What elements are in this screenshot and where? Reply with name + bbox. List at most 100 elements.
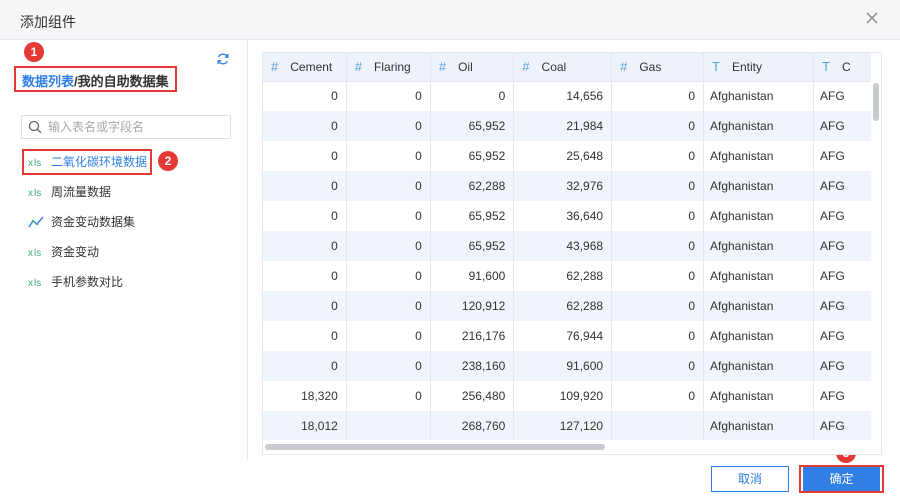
table-cell: 91,600 <box>513 351 613 381</box>
table-cell: 0 <box>263 261 347 291</box>
annotation-badge-2: 2 <box>158 151 178 171</box>
dataset-item[interactable]: x ls 资金变动 <box>24 237 244 267</box>
search-input[interactable] <box>48 118 226 136</box>
table-cell: Afghanistan <box>703 201 815 231</box>
table-row: 0 0 65,952 21,984 0 Afghanistan AFG <box>263 111 873 141</box>
table-cell: 65,952 <box>430 201 515 231</box>
column-header-label: Cement <box>290 60 333 75</box>
table-cell: 91,600 <box>430 261 515 291</box>
table-row: 0 0 65,952 25,648 0 Afghanistan AFG <box>263 141 873 171</box>
table-cell: AFG <box>813 411 873 441</box>
vertical-scroll-thumb[interactable] <box>873 83 879 121</box>
table-cell: 0 <box>263 231 347 261</box>
xls-icon: x ls <box>28 278 41 289</box>
breadcrumb-root[interactable]: 数据列表 <box>22 74 75 89</box>
table-cell: 0 <box>430 81 515 111</box>
svg-text:ls: ls <box>34 248 41 259</box>
field-type-icon: # <box>354 59 363 75</box>
horizontal-scroll-thumb[interactable] <box>265 444 605 450</box>
table-cell: 0 <box>611 231 704 261</box>
xls-icon: x ls <box>28 248 41 259</box>
table-cell: 0 <box>346 261 431 291</box>
close-icon[interactable] <box>864 10 880 26</box>
field-type-icon: # <box>438 59 447 75</box>
table-cell: 0 <box>346 111 431 141</box>
table-cell: 0 <box>346 351 431 381</box>
table-cell: 0 <box>263 291 347 321</box>
table-cell: Afghanistan <box>703 321 815 351</box>
table-cell: 32,976 <box>513 171 613 201</box>
dataset-item[interactable]: x ls 周流量数据 <box>24 177 244 207</box>
dataset-item[interactable]: 资金变动数据集 <box>24 207 244 237</box>
breadcrumb: 数据列表/我的自助数据集 <box>14 66 177 92</box>
column-header[interactable]: # Flaring <box>346 53 431 82</box>
table-cell: AFG <box>813 291 873 321</box>
svg-text:x: x <box>28 248 33 259</box>
table-cell: AFG <box>813 81 873 111</box>
dataset-list: x ls 二氧化碳环境数据 x ls 周流量数据 资金变动数据集 x ls 资金变动 x ls 手机参数… <box>22 147 244 297</box>
table-cell: 0 <box>611 201 704 231</box>
table-row: 0 0 65,952 36,640 0 Afghanistan AFG <box>263 201 873 231</box>
table-cell: Afghanistan <box>703 231 815 261</box>
table-cell: Afghanistan <box>703 381 815 411</box>
table-row: 0 0 62,288 32,976 0 Afghanistan AFG <box>263 171 873 201</box>
table-row: 0 0 120,912 62,288 0 Afghanistan AFG <box>263 291 873 321</box>
column-header[interactable]: # Oil <box>430 53 515 82</box>
horizontal-scrollbar[interactable] <box>263 440 873 454</box>
annotation-frame-ok <box>799 465 884 493</box>
table-cell: 0 <box>611 81 704 111</box>
table-row: 18,012 268,760 127,120 Afghanistan AFG <box>263 411 873 441</box>
table-cell: AFG <box>813 321 873 351</box>
svg-text:ls: ls <box>34 278 41 289</box>
table-cell: 0 <box>346 381 431 411</box>
line-chart-icon <box>28 216 44 228</box>
table-cell: 0 <box>263 111 347 141</box>
column-header[interactable]: # Coal <box>513 53 613 82</box>
table-cell <box>346 411 431 441</box>
table-cell: 43,968 <box>513 231 613 261</box>
field-type-icon: # <box>522 59 530 75</box>
svg-text:ls: ls <box>34 188 41 199</box>
xls-icon: x ls <box>28 188 41 199</box>
table-cell: 65,952 <box>430 141 515 171</box>
table-cell: 0 <box>263 141 347 171</box>
cancel-button[interactable]: 取消 <box>711 466 789 492</box>
table-cell: 0 <box>611 111 704 141</box>
svg-text:x: x <box>28 188 33 199</box>
table-cell: Afghanistan <box>703 81 815 111</box>
table-cell: 0 <box>346 141 431 171</box>
column-header[interactable]: # Cement <box>263 53 347 82</box>
table-cell: AFG <box>813 201 873 231</box>
dataset-item[interactable]: x ls 手机参数对比 <box>24 267 244 297</box>
table-cell: Afghanistan <box>703 111 815 141</box>
table-cell: Afghanistan <box>703 291 815 321</box>
table-cell: 62,288 <box>430 171 515 201</box>
dataset-item[interactable]: x ls 二氧化碳环境数据 <box>22 147 244 177</box>
table-body: 0 0 0 14,656 0 Afghanistan AFG 0 0 65,952 21,984 0 A… <box>263 81 873 441</box>
table-cell: 62,288 <box>513 291 613 321</box>
table-cell: 65,952 <box>430 111 515 141</box>
table-cell: 0 <box>346 81 431 111</box>
refresh-icon[interactable] <box>216 52 230 66</box>
table-cell: 76,944 <box>513 321 613 351</box>
vertical-scrollbar[interactable] <box>871 53 881 441</box>
field-type-icon: T <box>822 59 830 75</box>
column-header[interactable]: T Entity <box>703 53 815 82</box>
table-cell: Afghanistan <box>703 351 815 381</box>
table-header-row: # Cement # Flaring # Oil # Coal # Gas T Entity T C <box>263 53 873 82</box>
table-cell <box>611 411 704 441</box>
table-cell: 238,160 <box>430 351 515 381</box>
table-row: 0 0 91,600 62,288 0 Afghanistan AFG <box>263 261 873 291</box>
column-header-label: C <box>841 60 851 75</box>
table-cell: 18,320 <box>263 381 347 411</box>
xls-icon: x ls <box>28 158 41 169</box>
table-cell: AFG <box>813 141 873 171</box>
table-cell: Afghanistan <box>703 411 815 441</box>
column-header[interactable]: # Gas <box>611 53 704 82</box>
column-header-label: Entity <box>731 60 762 75</box>
table-cell: 25,648 <box>513 141 613 171</box>
table-cell: 0 <box>611 291 704 321</box>
